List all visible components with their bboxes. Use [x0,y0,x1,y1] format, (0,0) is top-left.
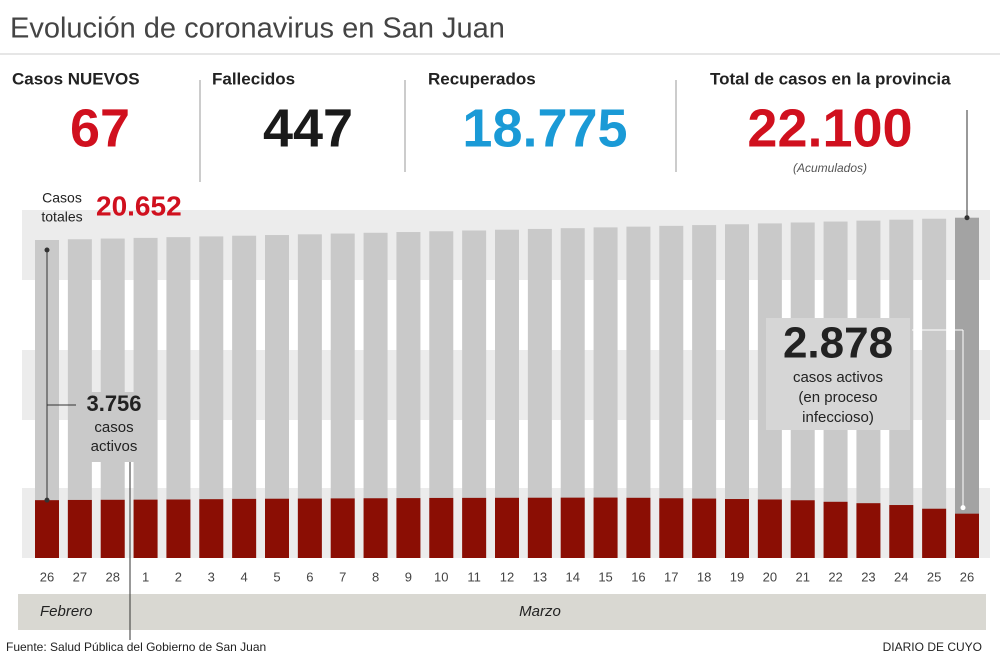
x-tick-label: 10 [434,569,448,584]
active-bar [593,497,618,558]
stat-label: Fallecidos [212,69,295,88]
month-label: Marzo [519,603,561,620]
x-tick-label: 16 [631,569,645,584]
x-tick-label: 4 [241,569,248,584]
active-bar [757,499,782,558]
active-bar [330,498,355,558]
active-bar [199,499,224,558]
x-tick-label: 5 [273,569,280,584]
month-band [18,594,986,630]
annotation-bg [766,318,910,430]
x-tick-label: 8 [372,569,379,584]
x-tick-label: 19 [730,569,744,584]
x-tick-label: 18 [697,569,711,584]
annotation: activos [91,438,138,455]
active-bar [363,498,388,558]
active-bar [823,501,848,558]
annotation: infeccioso) [802,409,874,426]
month-label: Febrero [40,603,93,620]
x-tick-label: 11 [467,569,481,584]
stat-value: 22.100 [747,98,912,158]
annotation-bg [80,392,152,462]
active-bar [856,503,881,558]
active-bar [560,497,585,558]
active-bar [889,505,914,558]
x-tick-label: 27 [73,569,87,584]
stat-value: 67 [70,98,130,158]
bars [35,217,979,559]
active-bar [35,500,59,558]
x-tick-label: 23 [861,569,875,584]
total-bar [955,217,979,559]
x-tick-label: 13 [533,569,547,584]
active-bar [659,498,684,558]
active-bar [790,500,815,558]
title: Evolución de coronavirus en San Juan [10,13,505,45]
active-bar [692,498,717,558]
active-bar [626,497,651,558]
active-bar [100,499,125,558]
x-tick-label: 20 [763,569,777,584]
x-tick-label: 7 [339,569,346,584]
active-bar [429,497,454,558]
x-tick-label: 24 [894,569,908,584]
active-bar [955,513,979,558]
active-bar [265,498,289,558]
stat-value: 447 [263,98,353,158]
active-bar [166,499,191,558]
annotation-value: 2.878 [783,319,893,368]
x-tick-label: 22 [828,569,842,584]
active-bar [232,498,257,558]
annotation: (en proceso [798,389,877,406]
stat-value: 18.775 [462,98,627,158]
source: Fuente: Salud Pública del Gobierno de Sa… [6,640,266,654]
x-tick-label: 21 [795,569,809,584]
active-bar [725,499,749,558]
leader-dot [44,247,50,253]
x-tick-label: 12 [500,569,514,584]
annotation-value: 20.652 [96,190,182,221]
active-bar [495,497,519,558]
stat-note: (Acumulados) [793,161,867,175]
active-bar [462,497,487,558]
annotation: Casos [42,190,82,206]
annotation: casos [94,419,133,436]
x-tick-label: 28 [105,569,119,584]
active-bar [133,499,158,558]
active-bar [297,498,322,558]
annotations: Casos totales 20.652 3.756 casos activos 2.878… [41,110,970,511]
active-bar [396,498,421,558]
x-tick-label: 26 [960,569,974,584]
x-tick-label: 6 [306,569,313,584]
leader-dot [960,505,966,511]
x-tick-label: 26 [40,569,54,584]
stat-label: Recuperados [428,69,536,88]
leader-dot [964,215,970,221]
active-bar [922,508,947,558]
stat-label: Total de casos en la provincia [710,69,951,88]
annotation: casos activos [793,369,883,386]
active-bar [527,497,552,558]
leader-dot [44,497,50,503]
annotation: totales [41,209,82,225]
x-tick-label: 25 [927,569,941,584]
x-tick-label: 2 [175,569,182,584]
total-bar [922,218,947,559]
x-tick-label: 14 [565,569,579,584]
stat-label: Casos NUEVOS [12,69,140,88]
x-tick-label: 1 [142,569,149,584]
x-tick-label: 15 [598,569,612,584]
brand: DIARIO DE CUYO [883,640,982,654]
x-tick-label: 3 [208,569,215,584]
active-bar [67,499,92,558]
annotation-value: 3.756 [86,391,141,416]
x-tick-label: 9 [405,569,412,584]
x-tick-label: 17 [664,569,678,584]
